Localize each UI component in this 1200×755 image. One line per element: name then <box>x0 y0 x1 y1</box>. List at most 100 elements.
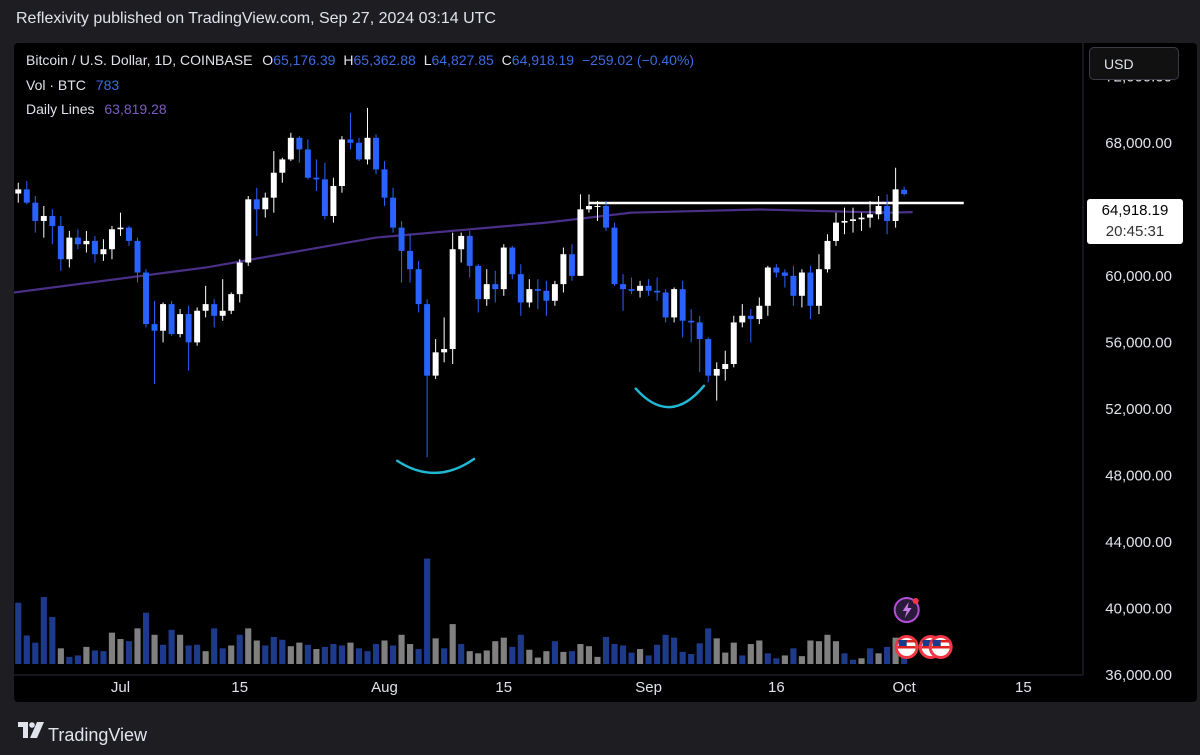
volume-bar <box>602 636 610 664</box>
candle <box>739 304 746 328</box>
legend-low: 64,827.85 <box>431 52 494 68</box>
candle-body <box>841 220 848 223</box>
volume-bar <box>483 650 490 664</box>
volume-bar <box>177 634 184 664</box>
chart-canvas[interactable]: 72,000.0068,000.0064,000.0060,000.0056,0… <box>14 43 1197 702</box>
candle <box>202 285 209 318</box>
candle-body <box>764 267 771 306</box>
candle <box>568 244 575 281</box>
candle <box>585 194 592 213</box>
currency-button[interactable]: USD <box>1089 47 1179 80</box>
us-flag-event-icon <box>928 635 953 659</box>
candle-body <box>671 289 678 318</box>
volume-bar <box>40 597 47 664</box>
candle <box>262 192 269 218</box>
candle <box>296 136 303 163</box>
price-axis: 72,000.0068,000.0064,000.0060,000.0056,0… <box>1105 68 1172 684</box>
candle-body <box>23 189 30 203</box>
candle-body <box>194 310 201 343</box>
candle-body <box>441 349 448 353</box>
candle <box>415 260 422 313</box>
legend-volume[interactable]: Vol · BTC 783 <box>26 77 119 93</box>
volume-bar <box>398 634 405 664</box>
last-price: 64,918.19 <box>1101 202 1169 219</box>
candle-body <box>875 205 882 215</box>
volume-bar <box>662 634 669 664</box>
candle <box>270 151 277 213</box>
candle-body <box>253 199 260 210</box>
volume-label: Vol · BTC <box>26 77 86 93</box>
candle-body <box>517 274 524 303</box>
volume-bar <box>637 649 644 664</box>
candle <box>696 315 703 373</box>
volume-bar <box>730 642 737 664</box>
candle <box>628 277 635 295</box>
volume-bar <box>321 646 328 664</box>
candle <box>781 269 788 288</box>
hand-drawn-arc <box>396 457 476 475</box>
legend-daily-lines[interactable]: Daily Lines 63,819.28 <box>26 101 167 117</box>
flag-stripe <box>897 646 916 649</box>
candle-body <box>355 142 362 160</box>
volume-bar <box>304 644 311 664</box>
volume-bar <box>100 651 107 664</box>
candle <box>49 209 56 245</box>
volume-bar <box>824 634 831 664</box>
candle <box>824 234 831 273</box>
chart-frame[interactable]: 72,000.0068,000.0064,000.0060,000.0056,0… <box>14 43 1197 702</box>
volume-bar <box>142 612 150 664</box>
candle-body <box>662 292 669 318</box>
volume-bar <box>756 640 763 664</box>
candle <box>177 309 184 338</box>
y-tick-label: 44,000.00 <box>1105 534 1172 551</box>
legend-close: 64,918.19 <box>511 52 575 68</box>
daily-lines-value: 63,819.28 <box>104 101 167 117</box>
candle <box>815 254 822 315</box>
volume-bar <box>739 655 746 664</box>
candle <box>475 264 482 313</box>
candle <box>236 259 243 303</box>
volume-bar <box>611 644 618 664</box>
y-tick-label: 40,000.00 <box>1105 600 1172 617</box>
candle-body <box>824 240 831 270</box>
candle <box>40 205 47 238</box>
legend-change: −259.02 (−0.40%) <box>581 52 695 68</box>
candle-body <box>798 272 805 296</box>
candle <box>722 350 729 381</box>
time-axis: Jul 15 Aug 15 Sep 16 Oct 15 <box>111 679 1032 696</box>
legend-close-label: C <box>501 52 512 68</box>
candle-body <box>747 315 754 320</box>
volume-bar <box>236 634 243 664</box>
candle-body <box>867 214 874 218</box>
candle-body <box>57 225 64 260</box>
volume-bar <box>509 646 516 664</box>
candle <box>551 280 558 306</box>
volume-bar <box>415 649 422 664</box>
candle <box>449 232 456 364</box>
candle-body <box>108 229 115 250</box>
volume-bar <box>526 649 533 664</box>
candle <box>364 107 371 165</box>
candle <box>509 245 516 280</box>
candle <box>483 269 490 306</box>
last-price-badge: 64,918.19 20:45:31 <box>1087 199 1183 244</box>
y-tick-label: 60,000.00 <box>1105 268 1172 285</box>
candle <box>347 112 354 150</box>
candle <box>253 187 260 236</box>
candle-body <box>645 285 652 291</box>
candle-body <box>483 284 490 300</box>
volume-bar <box>832 641 840 664</box>
volume-bar <box>253 640 260 664</box>
volume-bar <box>372 644 380 664</box>
volume-bar <box>560 651 567 664</box>
volume-bar <box>159 644 167 664</box>
candle-body <box>177 314 184 335</box>
volume-bar <box>49 616 56 664</box>
candle <box>867 201 874 228</box>
candle <box>194 307 201 346</box>
volume-bar <box>543 651 550 664</box>
volume-bar <box>270 636 277 664</box>
candle-body <box>373 137 379 170</box>
candle-body <box>654 290 661 293</box>
candle <box>594 201 601 221</box>
